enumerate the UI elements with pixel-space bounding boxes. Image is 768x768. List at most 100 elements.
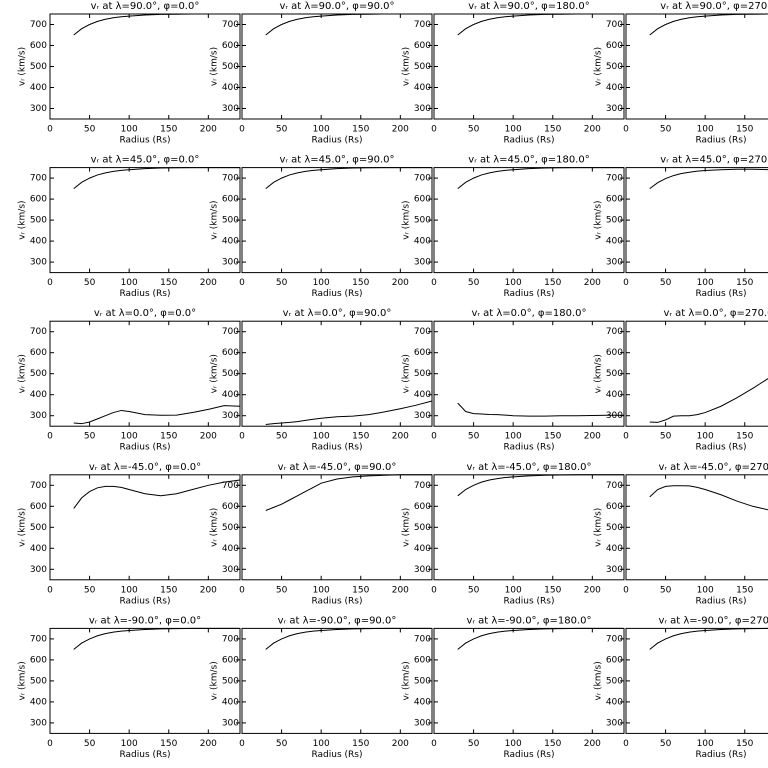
y-tick-label: 700 <box>606 174 623 184</box>
y-tick-label: 700 <box>222 327 239 337</box>
x-tick-label: 200 <box>584 125 601 135</box>
x-tick-label: 150 <box>160 278 177 288</box>
y-tick-label: 600 <box>606 195 623 205</box>
data-line <box>73 167 240 189</box>
x-tick-label: 100 <box>505 739 522 749</box>
chart-title: vᵣ at λ=-90.0°, φ=0.0° <box>89 615 201 626</box>
y-tick-label: 600 <box>606 502 623 512</box>
y-tick-label: 700 <box>222 634 239 644</box>
x-tick-label: 50 <box>660 585 672 595</box>
y-axis-label: vᵣ (km/s) <box>594 354 604 393</box>
x-tick-label: 100 <box>313 739 330 749</box>
x-tick-label: 100 <box>313 125 330 135</box>
x-tick-label: 0 <box>239 432 245 442</box>
data-line <box>265 400 433 426</box>
y-tick-label: 700 <box>606 634 623 644</box>
y-tick-label: 600 <box>222 41 239 51</box>
x-axis-label: Radius (Rs) <box>695 750 746 760</box>
panel: vᵣ at λ=-90.0°, φ=90.0° Radius (Rs) vᵣ (km… <box>210 615 433 760</box>
x-tick-label: 150 <box>352 278 369 288</box>
chart-title: vᵣ at λ=45.0°, φ=90.0° <box>279 155 394 166</box>
x-tick-label: 200 <box>200 125 217 135</box>
x-axis-label: Radius (Rs) <box>311 750 362 760</box>
y-axis-label: vᵣ (km/s) <box>210 47 220 86</box>
x-tick-label: 50 <box>468 739 480 749</box>
plot-frame <box>625 627 768 734</box>
chart-title: vᵣ at λ=90.0°, φ=90.0° <box>279 1 394 12</box>
y-tick-label: 300 <box>414 104 431 114</box>
y-axis-label: vᵣ (km/s) <box>594 661 604 700</box>
x-axis-label: Radius (Rs) <box>311 136 362 146</box>
x-tick-label: 200 <box>392 278 409 288</box>
x-axis-label: Radius (Rs) <box>503 289 554 299</box>
data-line <box>649 378 768 423</box>
x-axis-label: Radius (Rs) <box>695 596 746 606</box>
x-tick-label: 150 <box>160 739 177 749</box>
y-tick-label: 300 <box>606 258 623 268</box>
y-tick-label: 700 <box>222 20 239 30</box>
panel: vᵣ at λ=-45.0°, φ=0.0° Radius (Rs) vᵣ (km/… <box>18 462 241 606</box>
x-tick-label: 200 <box>392 125 409 135</box>
x-tick-label: 0 <box>623 739 629 749</box>
x-tick-label: 0 <box>431 585 437 595</box>
chart-title: vᵣ at λ=45.0°, φ=180.0° <box>468 155 589 166</box>
chart-title: vᵣ at λ=-90.0°, φ=270.0° <box>658 615 768 626</box>
x-tick-label: 150 <box>160 125 177 135</box>
chart-title: vᵣ at λ=0.0°, φ=270.0° <box>663 308 768 319</box>
x-tick-label: 0 <box>431 432 437 442</box>
x-tick-label: 0 <box>47 432 53 442</box>
y-tick-label: 600 <box>222 655 239 665</box>
y-tick-label: 400 <box>606 83 623 93</box>
y-tick-label: 600 <box>30 348 47 358</box>
x-tick-label: 200 <box>200 585 217 595</box>
x-tick-label: 0 <box>431 739 437 749</box>
y-tick-label: 400 <box>414 83 431 93</box>
panel: vᵣ at λ=45.0°, φ=270.0° Radius (Rs) vᵣ (km… <box>594 155 768 299</box>
x-tick-label: 100 <box>121 125 138 135</box>
panel: vᵣ at λ=0.0°, φ=180.0° Radius (Rs) vᵣ (km/… <box>402 308 625 453</box>
y-axis-label: vᵣ (km/s) <box>402 47 412 86</box>
x-tick-label: 100 <box>697 278 714 288</box>
x-tick-label: 150 <box>352 432 369 442</box>
y-tick-label: 300 <box>222 104 239 114</box>
x-tick-label: 0 <box>431 278 437 288</box>
panel: vᵣ at λ=-45.0°, φ=180.0° Radius (Rs) vᵣ (k… <box>402 462 625 606</box>
x-tick-label: 100 <box>121 432 138 442</box>
data-line <box>457 13 624 36</box>
data-line <box>265 627 432 650</box>
data-line <box>73 627 240 650</box>
y-tick-label: 400 <box>606 237 623 247</box>
x-tick-label: 150 <box>544 125 561 135</box>
y-tick-label: 500 <box>414 676 431 686</box>
x-tick-label: 100 <box>313 278 330 288</box>
x-tick-label: 50 <box>660 125 672 135</box>
x-axis-label: Radius (Rs) <box>503 443 554 453</box>
x-tick-label: 100 <box>697 125 714 135</box>
x-tick-label: 150 <box>160 585 177 595</box>
x-tick-label: 150 <box>352 585 369 595</box>
x-tick-label: 50 <box>84 739 96 749</box>
y-axis-label: vᵣ (km/s) <box>402 354 412 393</box>
x-tick-label: 50 <box>276 432 288 442</box>
x-axis-label: Radius (Rs) <box>311 289 362 299</box>
x-tick-label: 200 <box>392 585 409 595</box>
x-tick-label: 100 <box>121 585 138 595</box>
x-axis-label: Radius (Rs) <box>119 596 170 606</box>
x-tick-label: 0 <box>239 585 245 595</box>
y-tick-label: 500 <box>222 369 239 379</box>
data-line <box>649 485 768 511</box>
panel: vᵣ at λ=45.0°, φ=90.0° Radius (Rs) vᵣ (km/… <box>210 155 433 299</box>
chart-title: vᵣ at λ=0.0°, φ=180.0° <box>471 308 586 319</box>
y-tick-label: 600 <box>30 41 47 51</box>
x-tick-label: 50 <box>468 432 480 442</box>
y-tick-label: 600 <box>414 655 431 665</box>
x-tick-label: 0 <box>47 739 53 749</box>
y-tick-label: 600 <box>414 502 431 512</box>
y-tick-label: 300 <box>414 411 431 421</box>
y-tick-label: 600 <box>222 502 239 512</box>
x-tick-label: 100 <box>697 585 714 595</box>
y-tick-label: 400 <box>30 237 47 247</box>
y-tick-label: 600 <box>30 502 47 512</box>
x-tick-label: 0 <box>239 739 245 749</box>
chart-title: vᵣ at λ=90.0°, φ=270.0° <box>660 1 768 12</box>
